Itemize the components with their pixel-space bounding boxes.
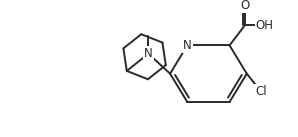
Text: N: N (183, 39, 192, 52)
Text: OH: OH (256, 19, 274, 32)
Text: O: O (240, 0, 249, 12)
Text: Cl: Cl (255, 85, 267, 98)
Text: N: N (144, 47, 153, 60)
